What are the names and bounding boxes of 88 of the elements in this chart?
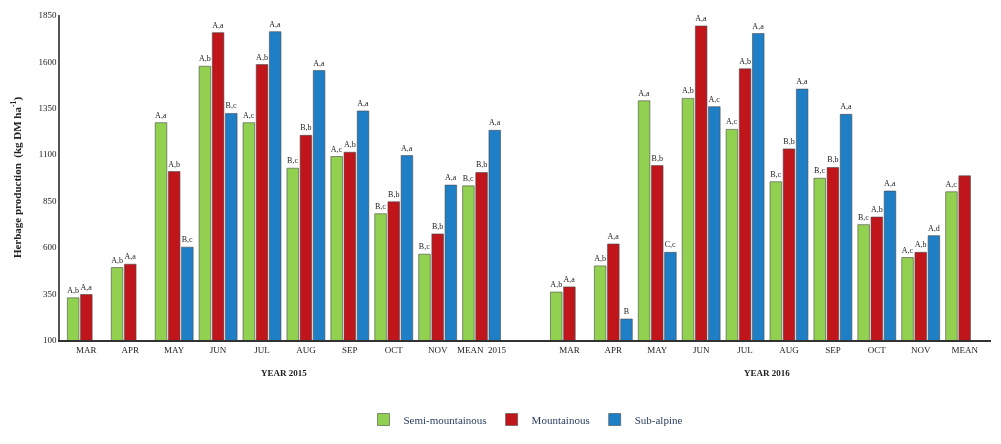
data-label: A,a	[638, 88, 650, 98]
x-tick-label: AUG	[779, 344, 800, 355]
x-tick-label: MAR	[559, 344, 580, 355]
data-label: A,b	[550, 280, 563, 290]
legend-label: Semi-mountainous	[403, 413, 487, 426]
data-label: B,b	[783, 136, 795, 146]
data-label: A,c	[901, 245, 914, 255]
data-label: A,b	[256, 52, 268, 62]
data-label: A,c	[242, 110, 255, 120]
data-label: A,a	[695, 13, 708, 23]
data-label: A,a	[124, 252, 137, 262]
x-tick-label: SEP	[825, 344, 841, 355]
data-label: A,a	[313, 58, 325, 68]
data-label: A,b	[111, 255, 123, 265]
data-label: A,b	[870, 205, 883, 215]
data-label: A,c	[708, 94, 721, 104]
data-label: A,a	[840, 102, 852, 112]
data-label: B,b	[475, 160, 488, 170]
data-label: A,b	[199, 54, 211, 64]
data-label: B,b	[300, 123, 312, 133]
data-label: A,b	[739, 56, 751, 66]
legend-label: Mountainous	[531, 413, 590, 426]
data-label: B	[623, 307, 630, 317]
data-label: A,a	[796, 77, 809, 87]
data-label: A,a	[444, 173, 457, 183]
data-label: A,c	[726, 117, 738, 127]
data-label: B,b	[432, 221, 444, 231]
data-label: A,c	[945, 179, 958, 189]
y-tick-label: 350	[42, 288, 57, 299]
data-label: A,b	[343, 140, 356, 150]
x-tick-label: MAY	[647, 344, 668, 355]
data-label: A,b	[914, 240, 927, 250]
data-label: A,a	[488, 118, 501, 128]
data-label: B,c	[225, 101, 237, 111]
legend-label: Sub-alpine	[634, 413, 683, 426]
x-tick-label: JUN	[692, 344, 710, 355]
data-label: A,a	[563, 274, 576, 284]
x-tick-label: JUL	[737, 344, 753, 355]
x-tick-label: NOV	[427, 344, 448, 355]
y-tick-label: 850	[42, 195, 57, 206]
data-label: B,b	[651, 153, 663, 163]
data-label: B,c	[374, 201, 387, 211]
data-label: A,b	[594, 253, 607, 263]
x-tick-label: OCT	[384, 344, 404, 355]
data-label: A,a	[269, 19, 282, 29]
y-tick-label: 600	[42, 242, 57, 253]
data-label: B,c	[814, 166, 826, 176]
data-label: B,c	[770, 169, 782, 179]
y-tick-label: 1850	[38, 10, 57, 21]
data-label: A,a	[752, 21, 765, 31]
data-label: C,c	[664, 240, 677, 250]
x-tick-label: APR	[604, 344, 623, 355]
data-label: A,a	[401, 143, 413, 153]
x-tick-label: MAR	[76, 344, 97, 355]
data-label: A,a	[80, 282, 93, 292]
y-tick-label: 1350	[38, 103, 57, 114]
x-tick-label: MAY	[164, 344, 185, 355]
x-tick-label: SEP	[342, 344, 358, 355]
data-label: A,a	[212, 20, 224, 30]
data-label: A,b	[168, 159, 181, 169]
data-label: B,c	[857, 212, 870, 222]
x-tick-label: AUG	[296, 344, 317, 355]
y-tick-label: 1600	[38, 56, 57, 67]
data-label: A,d	[928, 223, 940, 233]
x-tick-label: NOV	[910, 344, 931, 355]
data-label: B,c	[287, 156, 299, 166]
data-label: A,a	[357, 99, 369, 109]
data-label: A,c	[330, 144, 343, 154]
x-tick-label: OCT	[867, 344, 887, 355]
data-label: A,a	[155, 110, 167, 120]
data-label: B,c	[462, 173, 475, 183]
data-label: B,b	[827, 155, 839, 165]
data-label: A,b	[67, 285, 80, 295]
x-tick-label: JUL	[254, 344, 270, 355]
x-tick-label: APR	[121, 344, 140, 355]
x-tick-label: MEAN 2015	[457, 344, 507, 355]
x-tick-label: MEAN	[951, 344, 979, 355]
data-label: B,c	[418, 242, 431, 252]
data-label: A,a	[884, 179, 896, 189]
y-tick-label: 100	[42, 335, 57, 346]
text: YEAR 2016	[744, 368, 791, 378]
x-tick-label: JUN	[209, 344, 227, 355]
y-tick-label: 1100	[38, 149, 57, 160]
text: YEAR 2015	[261, 368, 308, 378]
data-label: A,b	[682, 86, 694, 96]
data-label: A,a	[607, 231, 620, 241]
data-label: B,b	[388, 189, 400, 199]
data-label: B,c	[181, 235, 194, 245]
